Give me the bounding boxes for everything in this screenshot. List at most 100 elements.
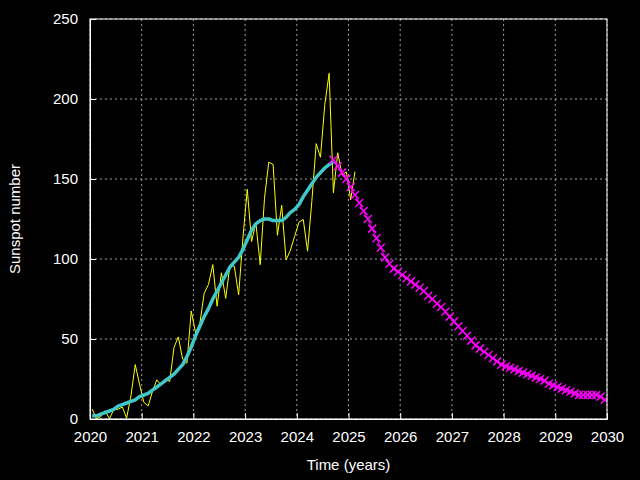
x-axis: 2020 2021 2022 2023 2024 2025 2026 2027 2028 2029… bbox=[74, 413, 624, 445]
marker bbox=[364, 215, 372, 223]
tick-label: 250 bbox=[53, 10, 78, 27]
marker bbox=[480, 348, 488, 356]
tick-label: 2020 bbox=[74, 428, 107, 445]
marker bbox=[411, 281, 419, 289]
tick: 2030 bbox=[591, 413, 624, 445]
marker bbox=[476, 345, 484, 353]
marker bbox=[355, 199, 363, 207]
tick: 0 bbox=[70, 410, 96, 427]
grid-line bbox=[90, 259, 607, 260]
marker bbox=[390, 265, 398, 273]
tick-label: 2021 bbox=[126, 428, 159, 445]
tick: 2025 bbox=[332, 413, 365, 445]
tick: 50 bbox=[61, 330, 96, 347]
tick-mark bbox=[90, 259, 96, 260]
tick-mark bbox=[90, 19, 96, 20]
marker bbox=[433, 300, 441, 308]
tick-mark bbox=[90, 339, 96, 340]
tick: 250 bbox=[53, 10, 96, 27]
grid-line bbox=[90, 179, 607, 180]
series-line bbox=[333, 160, 604, 400]
tick-label: 2030 bbox=[591, 428, 624, 445]
marker bbox=[403, 274, 411, 282]
grid-line bbox=[193, 19, 194, 419]
tick-mark bbox=[245, 413, 246, 419]
marker bbox=[424, 292, 432, 300]
tick-mark bbox=[142, 413, 143, 419]
marker bbox=[601, 396, 607, 404]
tick-label: 2023 bbox=[229, 428, 262, 445]
tick-mark bbox=[607, 413, 608, 419]
tick-mark bbox=[90, 419, 96, 420]
x-axis-title: Time (years) bbox=[307, 456, 391, 473]
marker bbox=[394, 268, 402, 276]
marker bbox=[416, 284, 424, 292]
marker bbox=[407, 277, 415, 285]
tick: 2023 bbox=[229, 413, 262, 445]
tick: 2029 bbox=[539, 413, 572, 445]
marker bbox=[342, 175, 350, 183]
tick-label: 50 bbox=[61, 330, 78, 347]
tick: 2022 bbox=[177, 413, 210, 445]
y-axis: 0 50 100 150 200 250 bbox=[53, 10, 96, 427]
tick-label: 150 bbox=[53, 170, 78, 187]
tick-mark bbox=[400, 413, 401, 419]
tick-label: 2025 bbox=[332, 428, 365, 445]
series-line bbox=[92, 73, 355, 418]
y-axis-title: Sunspot number bbox=[6, 164, 23, 274]
marker bbox=[579, 391, 587, 399]
plot: 2020 2021 2022 2023 2024 2025 2026 2027 2028 2029… bbox=[53, 10, 624, 444]
tick-label: 200 bbox=[53, 90, 78, 107]
marker bbox=[485, 351, 493, 359]
grid bbox=[90, 19, 607, 419]
grid-line bbox=[90, 339, 607, 340]
marker bbox=[584, 391, 592, 399]
frame bbox=[90, 19, 607, 419]
marker bbox=[360, 207, 368, 215]
marker bbox=[489, 354, 497, 362]
tick-label: 2022 bbox=[177, 428, 210, 445]
marker bbox=[493, 357, 501, 365]
marker bbox=[588, 391, 596, 399]
grid-line bbox=[348, 19, 349, 419]
tick-mark bbox=[452, 413, 453, 419]
axis-line bbox=[91, 413, 608, 420]
grid-line bbox=[90, 99, 607, 100]
tick-mark bbox=[90, 99, 96, 100]
tick-label: 100 bbox=[53, 250, 78, 267]
tick: 2027 bbox=[436, 413, 469, 445]
grid-line bbox=[451, 19, 452, 419]
tick: 2021 bbox=[126, 413, 159, 445]
tick-mark bbox=[193, 413, 194, 419]
tick-mark bbox=[349, 413, 350, 419]
tick: 100 bbox=[53, 250, 96, 267]
tick-label: 2028 bbox=[487, 428, 520, 445]
grid-line bbox=[400, 19, 401, 419]
marker bbox=[373, 234, 381, 242]
marker bbox=[597, 393, 605, 401]
marker bbox=[472, 341, 480, 349]
tick-mark bbox=[297, 413, 298, 419]
grid-line bbox=[141, 19, 142, 419]
marker bbox=[347, 183, 355, 191]
grid-line bbox=[296, 19, 297, 419]
tick: 150 bbox=[53, 170, 96, 187]
marker bbox=[541, 377, 549, 385]
marker bbox=[398, 271, 406, 279]
background bbox=[0, 0, 640, 480]
series-line bbox=[92, 161, 333, 415]
tick-mark bbox=[504, 413, 505, 419]
marker bbox=[377, 244, 385, 252]
axis-line bbox=[91, 20, 97, 420]
grid-line bbox=[555, 19, 556, 419]
tick-label: 2026 bbox=[384, 428, 417, 445]
data-area bbox=[92, 73, 607, 418]
tick: 2026 bbox=[384, 413, 417, 445]
grid-line bbox=[503, 19, 504, 419]
tick: 2024 bbox=[281, 413, 314, 445]
marker bbox=[368, 225, 376, 233]
marker bbox=[575, 391, 583, 399]
tick-mark bbox=[555, 413, 556, 419]
chart: 2020 2021 2022 2023 2024 2025 2026 2027 2028 2029… bbox=[0, 0, 640, 480]
tick: 2028 bbox=[487, 413, 520, 445]
